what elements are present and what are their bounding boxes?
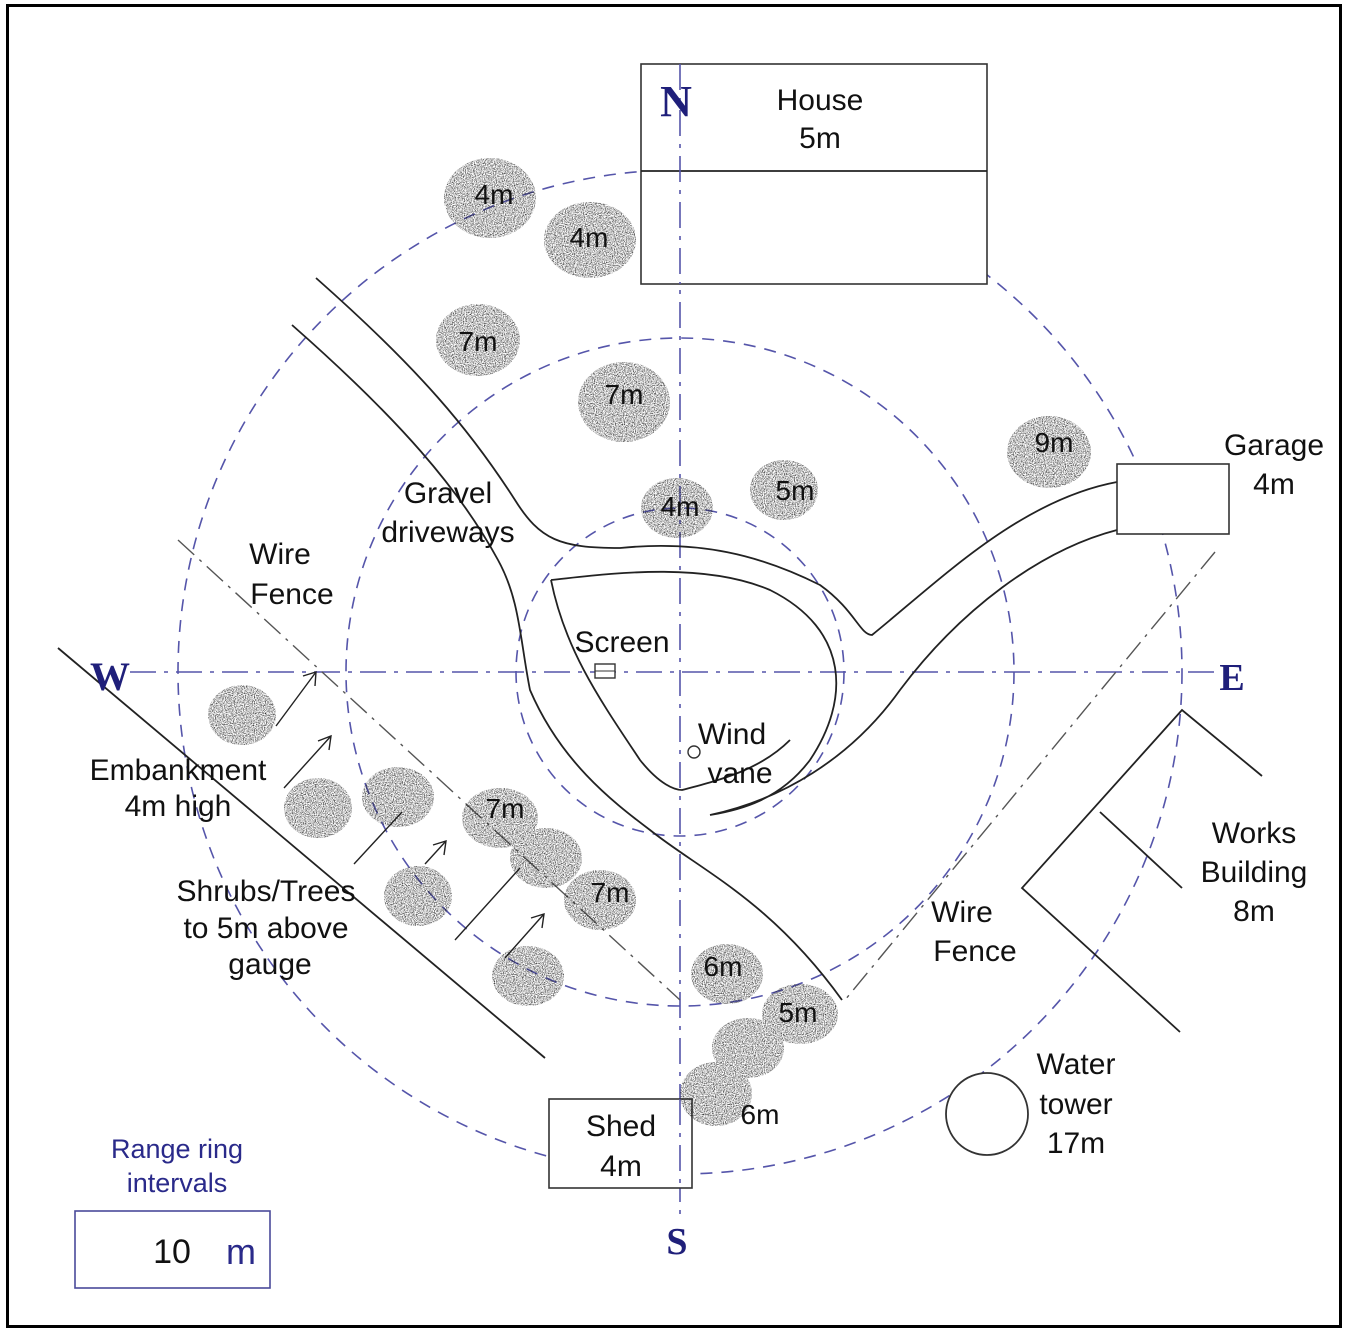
tree-labels: 4m 4m 7m 7m 4m 5m 9m 7m 7m 6m 5m 6m <box>459 179 1074 1130</box>
gravel-label-line1: Gravel <box>404 477 492 510</box>
tree-nw-3-label: 7m <box>459 326 498 357</box>
shed-outline <box>548 1098 693 1189</box>
garage-height-label: 4m <box>1253 468 1295 501</box>
compass-east: E <box>1219 657 1244 699</box>
water-tower-label-line1: Water <box>1037 1048 1116 1081</box>
tree-n-5-label: 4m <box>661 491 700 522</box>
works-label-line2: Building <box>1201 856 1308 889</box>
tree-s-3-label: 6m <box>704 951 743 982</box>
legend-unit: m <box>226 1231 256 1272</box>
garage-label: Garage <box>1224 429 1324 462</box>
tree-nw-3-foliage <box>436 304 520 376</box>
water-tower-outline <box>945 1072 1029 1156</box>
foliage <box>208 158 1091 1126</box>
tree-s-3-foliage <box>691 944 763 1004</box>
arrow-wire-fence <box>275 671 317 727</box>
house-height-label: 5m <box>799 122 841 155</box>
tree-nw-1-foliage <box>444 158 536 238</box>
tree-ne-6-label: 5m <box>776 475 815 506</box>
shrub-2-foliage <box>284 778 352 838</box>
works-building-wall <box>1099 811 1183 889</box>
tree-nw-2-foliage <box>544 202 636 278</box>
shrub-3-foliage <box>362 767 434 827</box>
driveway-island-edge <box>550 579 791 791</box>
house-outline <box>640 63 988 285</box>
wire-fence-se-label-line2: Fence <box>933 935 1016 968</box>
compass-west: W <box>90 654 130 699</box>
tree-n-4-label: 7m <box>605 379 644 410</box>
wire-fence-se-label-line1: Wire <box>931 896 993 929</box>
shed-label: Shed <box>586 1110 656 1143</box>
legend-box <box>74 1210 271 1289</box>
legend-value: 10 <box>153 1233 191 1271</box>
shrubs-label-line3: gauge <box>228 948 311 981</box>
gravel-driveways <box>291 277 1118 1001</box>
legend-title-line2: intervals <box>127 1168 228 1198</box>
water-tower-label-line3: 17m <box>1047 1127 1105 1160</box>
compass-north: N <box>660 77 692 126</box>
tree-ne-7-foliage <box>1007 416 1091 488</box>
tree-s-4-label: 5m <box>779 997 818 1028</box>
arrow-shrubs-2 <box>424 840 447 865</box>
legend-title-line1: Range ring <box>111 1134 243 1164</box>
screen-label: Screen <box>574 626 669 659</box>
tree-s-2-foliage <box>564 870 636 930</box>
garage-outline <box>1116 463 1230 535</box>
works-label-line3: 8m <box>1233 895 1275 928</box>
works-label-line1: Works <box>1212 817 1296 850</box>
tree-s-4-foliage <box>762 984 838 1044</box>
gravel-label-line2: driveways <box>381 516 514 549</box>
wire-fence-southeast <box>844 551 1216 1001</box>
shed-height-label: 4m <box>600 1150 642 1183</box>
tree-n-5-foliage <box>641 478 713 538</box>
arrow-embankment <box>283 734 332 789</box>
tree-s-1-foliage <box>462 788 538 848</box>
wire-fence-west-label-line2: Fence <box>250 578 333 611</box>
driveway-edge-north <box>315 277 1118 636</box>
tree-nw-2-label: 4m <box>570 222 609 253</box>
house <box>640 63 988 285</box>
wind-vane-label-line2: vane <box>707 757 772 790</box>
tree-s-1b-foliage <box>510 828 582 888</box>
tree-nw-1-label: 4m <box>475 179 514 210</box>
driveway-inner-loop <box>550 529 1118 816</box>
embankment-line <box>57 647 546 1059</box>
tree-s-2-label: 7m <box>591 877 630 908</box>
tree-s-5-label: 6m <box>741 1099 780 1130</box>
compass-south: S <box>666 1221 687 1263</box>
range-ring-legend: Range ring intervals 10 m <box>74 1134 271 1289</box>
shrub-4-foliage <box>384 866 452 926</box>
tree-s-4b-foliage <box>712 1018 784 1078</box>
shrub-5-foliage <box>492 946 564 1006</box>
tree-s-5-foliage <box>680 1062 752 1126</box>
tree-ne-6-foliage <box>750 460 818 520</box>
works-building <box>1020 708 1263 1033</box>
tree-s-1-label: 7m <box>486 793 525 824</box>
house-label: House <box>777 84 864 117</box>
shrub-1-foliage <box>208 685 276 745</box>
water-tower-label-line2: tower <box>1039 1088 1112 1121</box>
arrows <box>275 671 545 959</box>
feature-labels: House 5m Garage 4m Gravel driveways Wire… <box>90 84 1324 1183</box>
wind-vane-label-line1: Wind <box>698 718 766 751</box>
embankment-label-line1: Embankment <box>90 754 267 787</box>
wire-fence-west-label-line1: Wire <box>249 538 311 571</box>
wind-vane-symbol <box>687 745 701 759</box>
tree-n-4-foliage <box>578 362 670 442</box>
arrow-shrubs-3 <box>454 867 521 941</box>
embankment-label-line2: 4m high <box>125 790 232 823</box>
shrubs-label-line2: to 5m above <box>183 912 348 945</box>
tree-ne-7-label: 9m <box>1035 427 1074 458</box>
works-building-outline <box>1020 708 1263 1033</box>
shrubs-label-line1: Shrubs/Trees <box>177 875 356 908</box>
driveway-edge-west <box>291 324 843 1001</box>
